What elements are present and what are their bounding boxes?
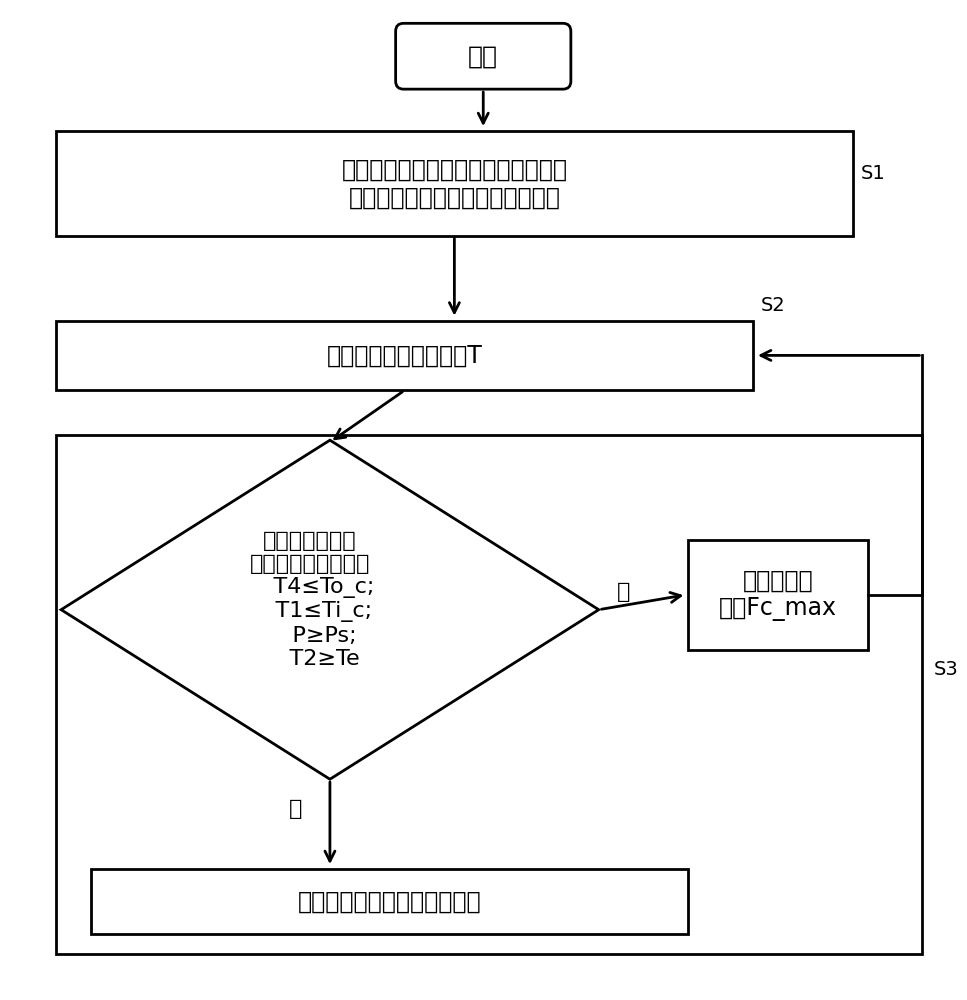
- Bar: [689, 540, 867, 650]
- Bar: [91, 869, 689, 934]
- Text: 压缩机按照限频保护方案运行: 压缩机按照限频保护方案运行: [298, 889, 482, 913]
- Text: 是: 是: [288, 799, 302, 819]
- Polygon shape: [61, 440, 599, 779]
- Bar: [56, 320, 753, 390]
- FancyBboxPatch shape: [396, 23, 571, 89]
- Text: S2: S2: [761, 296, 786, 315]
- Text: 压缩机运行
频率Fc_max: 压缩机运行 频率Fc_max: [718, 568, 836, 621]
- Text: S1: S1: [861, 164, 886, 183]
- Text: S3: S3: [934, 660, 959, 679]
- Text: 根据室内机预设风速和空调制冷模式
控制压缩机按照限频保护方案运行: 根据室内机预设风速和空调制冷模式 控制压缩机按照限频保护方案运行: [341, 157, 568, 209]
- Text: 否: 否: [617, 582, 630, 602]
- Text: 控制空调运行预设时间T: 控制空调运行预设时间T: [327, 343, 483, 367]
- Bar: [56, 435, 923, 954]
- Bar: [56, 131, 853, 236]
- Text: 满足下述条件中
的任意一项或几项：
    T4≤To_c;
    T1≤Ti_c;
    P≥Ps;
    T2≥Te: 满足下述条件中 的任意一项或几项： T4≤To_c; T1≤Ti_c; P≥Ps…: [246, 531, 374, 669]
- Text: 开始: 开始: [468, 44, 498, 68]
